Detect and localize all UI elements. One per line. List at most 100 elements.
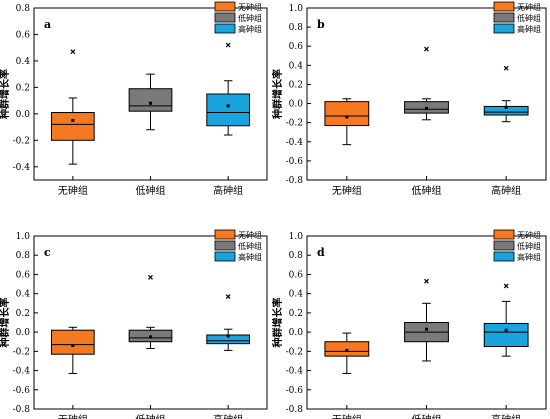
mean-marker [149,335,152,339]
box-iqr [206,93,251,127]
y-tick-label: 1.0 [16,232,31,242]
legend-swatch [214,251,236,262]
box-iqr [50,329,95,355]
legend-swatch [493,23,515,34]
y-tick-label: 0.4 [16,290,31,300]
panel-label: d [317,246,325,259]
outlier-marker [148,274,153,280]
y-tick-label: 0.0 [16,110,31,120]
outlier-marker [503,283,509,289]
y-tick-label: 1.0 [289,4,304,14]
legend-label: 低砷组 [517,241,541,251]
box-0 [50,326,95,374]
y-tick-label: 0.8 [289,23,304,33]
y-tick-label: -0.8 [286,405,304,415]
y-tick-label: -0.6 [286,157,304,167]
y-tick-label: -0.6 [286,386,304,396]
outlier-marker [225,42,231,48]
box-1 [128,73,173,131]
y-axis-label: 种群增长率 [0,69,11,120]
y-tick-label: -0.2 [286,119,303,129]
x-tick-label: 无砷组 [332,413,362,419]
mean-marker [425,106,428,110]
y-tick-label: 0.8 [289,251,304,261]
y-tick-label: 1.0 [289,232,304,242]
legend-label: 无砷组 [517,2,541,12]
y-tick-label: 0.8 [16,4,31,14]
x-tick-label: 无砷组 [58,184,88,197]
mean-marker [149,101,152,105]
y-tick-label: -0.2 [13,136,30,146]
legend-label: 无砷组 [517,230,541,240]
y-tick-label: 0.6 [289,42,304,52]
legend-label: 高砷组 [517,252,541,262]
x-tick-label: 低砷组 [412,413,442,419]
y-tick-label: 0.4 [289,61,304,71]
legend-swatch [214,229,236,240]
box-iqr [483,322,529,348]
box-2 [483,65,529,123]
panel-label: a [44,18,51,31]
legend-label: 无砷组 [238,2,262,12]
mean-marker [425,327,428,331]
legend-label: 高砷组 [238,24,262,34]
y-axis-label: 种群增长率 [0,298,11,349]
y-tick-label: -0.2 [286,347,303,357]
box-2 [206,42,251,136]
box-0 [324,332,370,374]
y-tick-label: -0.8 [286,176,304,186]
panel-label: c [44,246,51,259]
x-tick-label: 低砷组 [136,184,166,197]
y-tick-label: 0.2 [16,309,30,319]
box-1 [404,46,449,121]
outlier-marker [225,294,231,299]
x-tick-label: 高砷组 [213,413,243,419]
legend-label: 低砷组 [238,241,262,251]
y-tick-label: 0.4 [289,290,304,300]
x-tick-label: 高砷组 [213,184,243,197]
mean-marker [226,104,230,108]
chart-panel-c: -0.8-0.6-0.4-0.20.00.20.40.60.81.0无砷组低砷组… [0,229,268,419]
x-tick-label: 高砷组 [491,184,521,197]
legend-label: 高砷组 [517,24,541,34]
y-tick-label: -0.4 [286,367,304,377]
plot-frame [306,7,547,181]
box-2 [483,283,529,357]
y-tick-label: -0.4 [13,367,31,377]
legend-label: 无砷组 [238,230,262,240]
legend-swatch [493,12,515,23]
legend-swatch [214,12,236,23]
y-tick-label: 0.2 [289,309,303,319]
mean-marker [345,348,349,352]
x-tick-label: 无砷组 [58,413,88,419]
y-tick-label: -0.2 [13,347,30,357]
y-tick-label: 0.2 [16,83,30,93]
mean-marker [71,344,75,348]
box-iqr [50,112,95,141]
y-axis-label: 种群增长率 [271,69,284,120]
legend-swatch [214,23,236,34]
box-iqr [324,101,370,127]
y-tick-label: -0.8 [13,405,31,415]
legend-label: 低砷组 [238,13,262,23]
box-1 [404,278,449,362]
legend-swatch [493,240,515,251]
y-tick-label: -0.4 [286,138,304,148]
mean-marker [504,105,508,109]
y-tick-label: -0.6 [13,386,31,396]
x-tick-label: 高砷组 [491,413,521,419]
outlier-marker [70,49,76,55]
y-tick-label: 0.6 [16,270,31,280]
y-tick-label: 0.6 [289,270,304,280]
box-2 [206,294,251,351]
legend-swatch [493,229,515,240]
legend-label: 高砷组 [238,252,262,262]
y-tick-label: 0.2 [289,80,303,90]
